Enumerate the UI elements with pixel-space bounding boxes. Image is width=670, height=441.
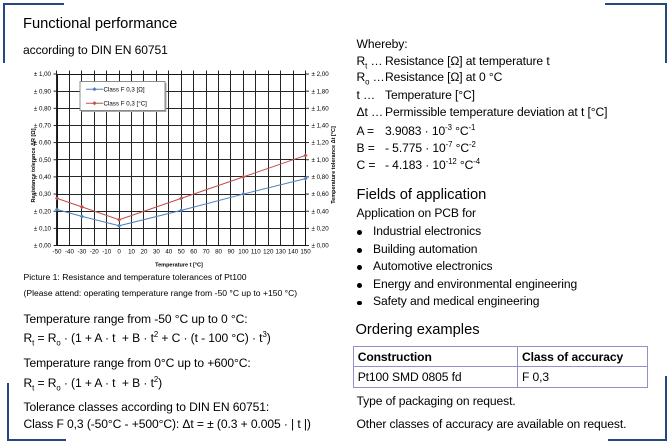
svg-text:± 0,80: ± 0,80 xyxy=(34,105,52,112)
svg-text:120: 120 xyxy=(263,248,274,255)
svg-text:± 0,40: ± 0,40 xyxy=(312,208,330,215)
svg-text:140: 140 xyxy=(288,248,299,255)
svg-text:± 2,00: ± 2,00 xyxy=(312,71,330,78)
svg-text:± 1,80: ± 1,80 xyxy=(312,88,330,95)
svg-text:70: 70 xyxy=(203,248,210,255)
svg-text:± 0,50: ± 0,50 xyxy=(34,157,52,164)
svg-text:80: 80 xyxy=(215,248,222,255)
svg-text:110: 110 xyxy=(251,248,261,255)
svg-text:0: 0 xyxy=(117,248,121,255)
svg-text:± 0,00: ± 0,00 xyxy=(312,243,330,250)
svg-text:Class F 0,3 [°C]: Class F 0,3 [°C] xyxy=(104,100,148,107)
svg-text:± 1,00: ± 1,00 xyxy=(312,157,330,164)
svg-text:-50: -50 xyxy=(53,248,63,255)
svg-text:40: 40 xyxy=(165,248,172,255)
svg-text:± 0,00: ± 0,00 xyxy=(34,243,52,250)
svg-text:± 1,60: ± 1,60 xyxy=(312,105,330,112)
svg-text:100: 100 xyxy=(238,248,249,255)
svg-text:± 0,70: ± 0,70 xyxy=(34,123,52,130)
svg-text:-10: -10 xyxy=(102,248,112,255)
svg-text:± 0,90: ± 0,90 xyxy=(34,88,52,95)
svg-text:20: 20 xyxy=(141,248,148,255)
svg-text:-30: -30 xyxy=(77,248,87,255)
svg-text:-20: -20 xyxy=(90,248,100,255)
svg-text:50: 50 xyxy=(178,248,185,255)
svg-text:-40: -40 xyxy=(65,248,75,255)
svg-text:Class F 0,3 [Ω]: Class F 0,3 [Ω] xyxy=(104,86,145,93)
svg-text:± 1,40: ± 1,40 xyxy=(312,123,330,130)
svg-text:± 1,00: ± 1,00 xyxy=(34,71,52,78)
svg-text:± 0,60: ± 0,60 xyxy=(312,191,330,198)
svg-text:Temperature tolerance Δt [°C]: Temperature tolerance Δt [°C] xyxy=(331,126,337,204)
svg-text:10: 10 xyxy=(128,248,135,255)
svg-text:± 0,20: ± 0,20 xyxy=(34,208,52,215)
svg-text:± 0,60: ± 0,60 xyxy=(34,140,52,147)
svg-text:Temperature t [°C]: Temperature t [°C] xyxy=(155,262,203,268)
svg-text:± 0,40: ± 0,40 xyxy=(34,174,52,181)
svg-text:130: 130 xyxy=(275,248,286,255)
svg-text:Resistance tolerance ΔR [Ω]: Resistance tolerance ΔR [Ω] xyxy=(31,128,37,202)
svg-text:90: 90 xyxy=(228,248,235,255)
svg-text:± 1,20: ± 1,20 xyxy=(312,140,330,147)
svg-text:150: 150 xyxy=(300,248,311,255)
svg-text:30: 30 xyxy=(153,248,160,255)
svg-text:60: 60 xyxy=(190,248,197,255)
svg-text:± 0,30: ± 0,30 xyxy=(34,191,52,198)
svg-text:± 0,10: ± 0,10 xyxy=(34,225,52,232)
svg-text:± 0,20: ± 0,20 xyxy=(312,225,330,232)
svg-text:± 0,80: ± 0,80 xyxy=(312,174,330,181)
